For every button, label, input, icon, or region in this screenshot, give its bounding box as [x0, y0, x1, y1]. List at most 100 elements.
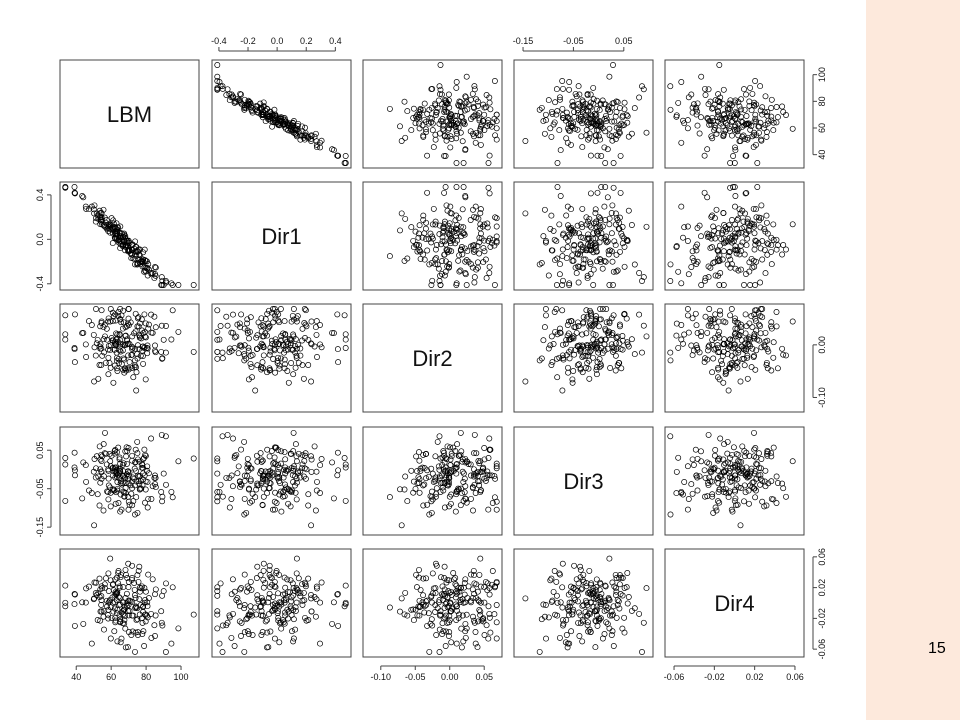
data-point: [493, 136, 500, 143]
data-point: [162, 433, 169, 440]
data-point: [557, 96, 563, 103]
data-point: [416, 612, 423, 619]
data-point: [129, 562, 136, 569]
data-point: [569, 376, 576, 383]
data-point: [610, 643, 617, 649]
data-point: [667, 106, 674, 113]
data-point: [277, 306, 284, 312]
data-point: [313, 487, 320, 494]
data-point: [93, 340, 100, 347]
data-point: [444, 246, 451, 253]
data-point: [612, 585, 619, 592]
data-point: [715, 498, 721, 505]
data-point: [402, 134, 409, 141]
data-point: [116, 347, 123, 354]
data-point: [434, 438, 441, 445]
tick-label: 0.4: [329, 36, 342, 46]
data-point: [125, 352, 132, 359]
data-point: [485, 117, 492, 124]
data-point: [110, 313, 117, 320]
data-point: [746, 102, 753, 109]
data-point: [439, 125, 446, 132]
data-point: [234, 470, 241, 477]
data-point: [100, 441, 107, 448]
data-point: [601, 203, 608, 210]
data-point: [735, 347, 742, 354]
data-point: [163, 323, 169, 329]
data-point: [720, 379, 727, 386]
data-point: [272, 445, 279, 451]
data-point: [609, 628, 616, 635]
data-point: [441, 591, 448, 597]
data-point: [72, 472, 78, 479]
data-point: [751, 470, 758, 477]
data-point: [420, 502, 427, 509]
data-point: [602, 184, 609, 190]
data-point: [122, 233, 129, 240]
data-point: [476, 571, 483, 578]
data-point: [621, 263, 628, 270]
data-point: [579, 264, 586, 271]
data-point: [757, 107, 764, 114]
data-point: [131, 251, 138, 258]
tick-label: -0.4: [211, 36, 227, 46]
data-point: [476, 250, 483, 257]
data-point: [764, 251, 771, 258]
data-point: [768, 96, 775, 103]
data-point: [441, 459, 448, 466]
data-point: [608, 315, 615, 322]
data-point: [308, 378, 315, 385]
data-point: [468, 472, 474, 479]
data-point: [493, 233, 500, 240]
data-point: [244, 464, 251, 471]
data-point: [604, 620, 611, 627]
data-point: [107, 229, 114, 236]
data-point: [556, 354, 563, 361]
data-point: [115, 237, 122, 243]
data-point: [329, 459, 336, 466]
tick-label: -0.02: [704, 672, 725, 682]
data-point: [694, 108, 701, 115]
data-point: [540, 601, 547, 608]
data-point: [602, 325, 609, 332]
data-point: [566, 282, 573, 288]
data-point: [459, 118, 466, 125]
data-point: [684, 238, 691, 244]
data-point: [559, 307, 566, 314]
data-point: [444, 263, 451, 270]
data-point: [572, 324, 579, 331]
data-point: [570, 257, 577, 264]
data-point: [556, 634, 563, 641]
data-point: [416, 120, 422, 127]
data-point: [129, 333, 136, 340]
data-point: [693, 322, 700, 329]
data-point: [759, 477, 766, 484]
data-point: [217, 83, 224, 90]
data-point: [259, 612, 266, 619]
data-point: [486, 610, 493, 617]
data-point: [255, 319, 262, 326]
data-point: [253, 575, 260, 581]
axis-right-dir4: -0.06-0.020.020.06: [812, 548, 827, 659]
data-point: [453, 184, 460, 190]
data-point: [752, 111, 759, 118]
data-point: [219, 433, 226, 440]
data-point: [266, 351, 273, 358]
data-point: [86, 318, 92, 325]
data-point: [92, 218, 99, 225]
data-point: [619, 224, 626, 230]
data-point: [402, 215, 409, 222]
data-point: [290, 616, 297, 623]
data-point: [751, 230, 758, 237]
data-point: [151, 313, 158, 320]
data-point: [455, 614, 462, 621]
data-point: [614, 597, 621, 603]
data-point: [758, 456, 765, 462]
data-point: [386, 105, 393, 112]
data-point: [484, 123, 491, 129]
data-point: [609, 202, 616, 209]
data-point: [748, 468, 755, 475]
data-point: [601, 101, 608, 108]
data-point: [606, 215, 613, 222]
data-point: [129, 365, 136, 371]
